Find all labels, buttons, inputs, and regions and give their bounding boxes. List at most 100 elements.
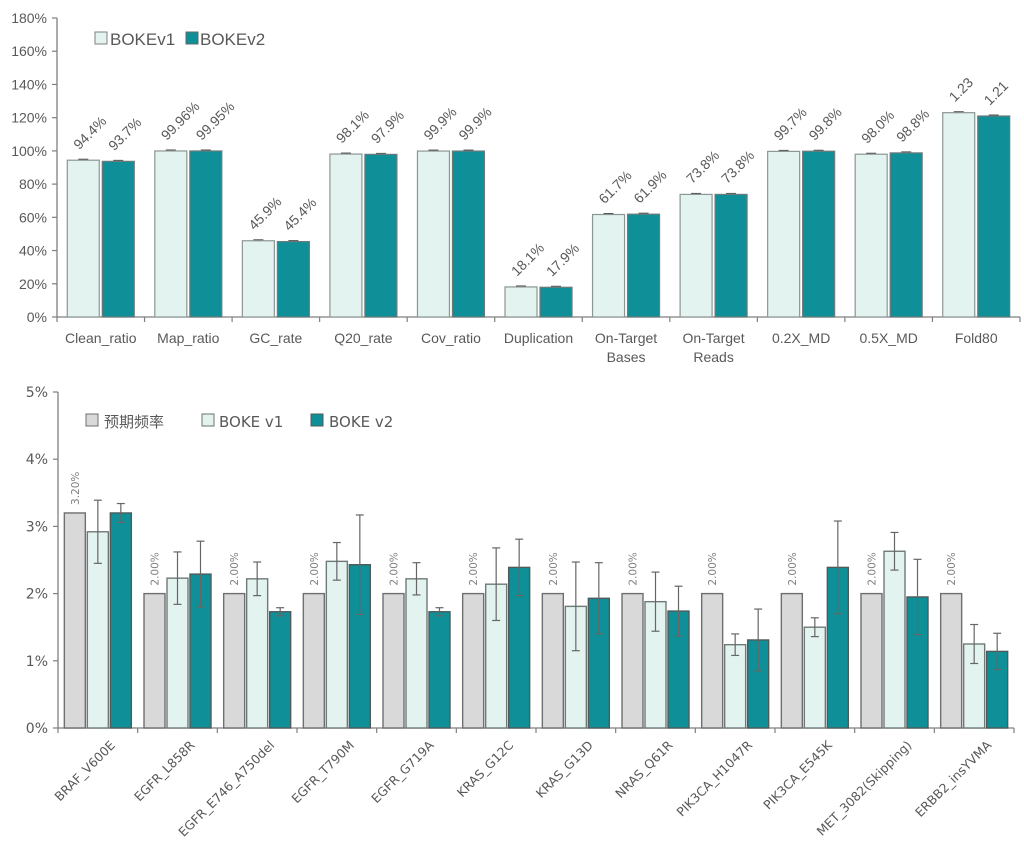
bottom-x-tick-label-egfr-g719a: EGFR_G719A	[368, 737, 437, 806]
legend-swatch-bokev2	[310, 413, 324, 427]
top-bar-bokev1-fold80	[942, 112, 976, 318]
top-x-tick-label-line: Map_ratio	[157, 330, 219, 346]
top-y-tick-label: 80%	[19, 176, 47, 192]
bottom-x-tick-label-braf-v600e: BRAF_V600E	[51, 737, 118, 804]
top-x-tick-label-line: Clean_ratio	[65, 330, 137, 346]
bottom-bar-boke-v2-egfr-e746-a750del	[268, 611, 292, 729]
bottom-bar-boke-v1-pik3ca-h1047r	[723, 643, 747, 729]
top-bar-bokev2-0-5x-md	[889, 152, 923, 318]
top-y-tick-label: 100%	[11, 143, 47, 159]
top-bar-bokev1-cov-ratio	[416, 150, 451, 318]
top-bar-bokev1-on-target-bases	[591, 213, 626, 318]
top-bar-bokev1-on-target-reads	[679, 193, 713, 318]
top-x-tick-label-0-2x-md: 0.2X_MD	[772, 330, 830, 346]
legend-label-bokev1: BOKEv1	[110, 30, 175, 49]
top-x-tick-label-map-ratio: Map_ratio	[157, 330, 219, 346]
top-bar-bokev1-0-2x-md	[767, 150, 801, 318]
bottom-bars	[63, 499, 1009, 729]
bottom-bar-boke-v2-braf-v600e	[109, 512, 133, 729]
bottom-data-label: 2.00%	[309, 552, 321, 585]
bottom-y-tick-label: 3%	[26, 519, 48, 535]
bottom-data-label: 2.00%	[150, 552, 162, 585]
bottom-x-tick-label-kras-g12c: KRAS_G12C	[454, 737, 517, 800]
top-bar-bokev2-duplication	[539, 286, 573, 318]
legend-swatch-bokev2	[185, 31, 199, 45]
bottom-x-tick-label-egfr-t790m: EGFR_T790M	[288, 738, 357, 807]
bottom-bar-boke-v2-egfr-g719a	[428, 611, 451, 729]
top-y-tick-label: 180%	[11, 10, 47, 26]
bottom-data-label: 2.00%	[229, 552, 241, 585]
top-x-tick-label-on-target-bases: On-Target Bases	[595, 330, 657, 365]
bottom-bar-expected-erbb2-insyvma	[939, 592, 963, 729]
top-bars	[66, 111, 1011, 318]
top-x-tick-label-fold80: Fold80	[955, 330, 998, 346]
top-x-tick-label-cov-ratio: Cov_ratio	[421, 330, 481, 346]
top-bar-bokev2-clean-ratio	[101, 160, 135, 318]
bottom-data-label: 2.00%	[468, 552, 480, 585]
top-y-tick-label: 20%	[19, 276, 47, 292]
bottom-data-label: 2.00%	[707, 552, 719, 585]
bottom-bar-expected-egfr-e746-a750del	[222, 592, 246, 729]
bottom-bar-expected-pik3ca-h1047r	[700, 592, 724, 729]
qc-metrics-chart: 0% 20% 40% 60% 80% 100% 120% 140% 160% 180% Clean_…	[11, 10, 1021, 365]
bottom-data-labels: 3.20% 2.00% 2.00% 2.00% 2.00% 2.00% 2.00% 2.00%…	[70, 472, 958, 586]
top-bar-bokev1-duplication	[504, 286, 538, 318]
top-bar-bokev2-cov-ratio	[451, 150, 486, 318]
top-bar-bokev2-q20-rate	[364, 153, 398, 318]
top-x-tick-label-line: On-Target	[682, 330, 744, 346]
bottom-data-label: 2.00%	[946, 552, 958, 585]
bottom-y-tick-label: 1%	[26, 654, 48, 670]
bottom-bar-boke-v1-egfr-e746-a750del	[245, 578, 269, 729]
top-axes: 0% 20% 40% 60% 80% 100% 120% 140% 160% 180% Clean_…	[11, 10, 1021, 365]
top-legend: BOKEv1 BOKEv2	[94, 30, 265, 49]
top-x-tick-label-gc-rate: GC_rate	[249, 330, 302, 346]
bottom-x-tick-label-egfr-l858r: EGFR_L858R	[131, 737, 198, 804]
top-bar-bokev2-fold80	[977, 115, 1011, 318]
top-bar-bokev2-map-ratio	[189, 150, 223, 318]
bottom-bar-expected-pik3ca-e545k	[780, 592, 804, 729]
bottom-x-tick-label-nras-q61r: NRAS_Q61R	[612, 737, 676, 801]
top-y-tick-label: 160%	[11, 43, 47, 59]
top-x-tick-label-line: 0.2X_MD	[772, 330, 830, 346]
bottom-bar-expected-kras-g12c	[461, 592, 485, 729]
top-x-tick-label-q20-rate: Q20_rate	[334, 330, 393, 346]
top-x-tick-label-line: Reads	[693, 349, 733, 365]
top-x-tick-label-line: GC_rate	[249, 330, 302, 346]
legend-swatch-bokev1	[94, 31, 108, 45]
bottom-legend: 预期频率 BOKE v1 BOKE v2	[85, 413, 393, 431]
top-bar-bokev1-map-ratio	[154, 150, 188, 318]
top-x-tick-label-on-target-reads: On-Target Reads	[682, 330, 744, 365]
bottom-data-label: 2.00%	[628, 552, 640, 585]
top-bar-bokev2-0-2x-md	[802, 150, 836, 318]
top-bar-bokev1-0-5x-md	[854, 153, 888, 318]
legend-label-bokev2: BOKEv2	[200, 30, 265, 49]
top-x-tick-label-line: Cov_ratio	[421, 330, 481, 346]
legend-label-bokev2: BOKE v2	[329, 413, 393, 431]
bottom-bar-expected-egfr-t790m	[302, 592, 326, 729]
top-x-tick-label-line: Q20_rate	[334, 330, 393, 346]
bottom-bar-boke-v1-egfr-t790m	[325, 560, 349, 729]
top-bar-bokev2-on-target-bases	[626, 213, 661, 318]
top-x-tick-label-line: On-Target	[595, 330, 657, 346]
bottom-bar-expected-braf-v600e	[63, 512, 87, 729]
top-x-tick-label-clean-ratio: Clean_ratio	[65, 330, 137, 346]
bottom-x-tick-label-pik3ca-e545k: PIK3CA_E545K	[760, 737, 835, 812]
bottom-data-label: 3.20%	[70, 472, 82, 505]
bottom-data-label: 2.00%	[548, 552, 560, 585]
top-y-tick-label: 0%	[27, 309, 47, 325]
top-x-tick-label-line: 0.5X_MD	[860, 330, 918, 346]
top-x-tick-label-line: Duplication	[504, 330, 573, 346]
top-y-tick-label: 40%	[19, 243, 47, 259]
top-x-tick-label-line: Fold80	[955, 330, 998, 346]
bottom-data-label: 2.00%	[867, 552, 879, 585]
legend-label-bokev1: BOKE v1	[219, 413, 283, 431]
bottom-data-label: 2.00%	[389, 552, 401, 585]
bottom-bar-boke-v1-pik3ca-e545k	[803, 626, 827, 729]
bottom-bar-expected-met-3082-skipping	[860, 592, 883, 729]
bottom-bar-boke-v1-met-3082-skipping	[883, 550, 906, 729]
top-y-tick-label: 60%	[19, 209, 47, 225]
bottom-bar-expected-nras-q61r	[621, 592, 644, 729]
legend-swatch-bokev1	[201, 413, 215, 427]
bottom-bar-boke-v1-egfr-g719a	[405, 578, 428, 729]
bottom-bar-expected-kras-g13d	[541, 592, 565, 729]
